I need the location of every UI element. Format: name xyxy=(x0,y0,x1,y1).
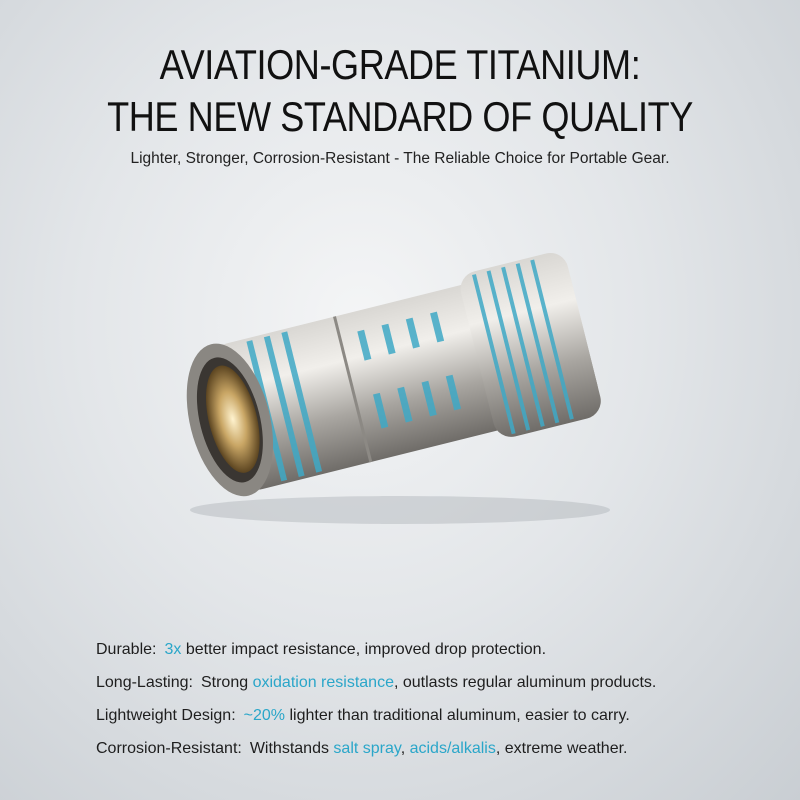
feature-text: Strong xyxy=(200,674,253,691)
feature-item: Corrosion-Resistant: Withstands salt spra… xyxy=(96,737,656,770)
subtitle: Lighter, Stronger, Corrosion-Resistant -… xyxy=(130,150,670,167)
feature-highlight: oxidation resistance xyxy=(252,674,394,691)
feature-highlight: salt spray xyxy=(333,740,401,757)
feature-list: Durable: 3x better impact resistance, imp… xyxy=(96,638,656,770)
flashlight-product-image xyxy=(186,252,610,524)
feature-text: better impact resistance, improved drop … xyxy=(181,641,547,658)
feature-highlight: ~20% xyxy=(243,707,286,724)
feature-item: Durable: 3x better impact resistance, imp… xyxy=(96,638,656,671)
feature-highlight: 3x xyxy=(164,641,182,658)
feature-label: Durable: xyxy=(96,641,157,658)
feature-text: , outlasts regular aluminum products. xyxy=(393,674,657,691)
feature-item: Long-Lasting: Strong oxidation resistance… xyxy=(96,671,656,704)
feature-label: Corrosion-Resistant: xyxy=(96,740,242,757)
feature-text: Withstands xyxy=(249,740,334,757)
feature-text: , extreme weather. xyxy=(495,740,628,757)
feature-label: Lightweight Design: xyxy=(96,707,236,724)
feature-label: Long-Lasting: xyxy=(96,674,193,691)
feature-highlight: acids/alkalis xyxy=(409,740,496,757)
title-line-2: THE NEW STANDARD OF QUALITY xyxy=(107,93,693,140)
feature-text: lighter than traditional aluminum, easie… xyxy=(285,707,630,724)
feature-item: Lightweight Design: ~20% lighter than tra… xyxy=(96,704,656,737)
feature-text: , xyxy=(400,740,410,757)
title-line-1: AVIATION-GRADE TITANIUM: xyxy=(159,41,641,88)
